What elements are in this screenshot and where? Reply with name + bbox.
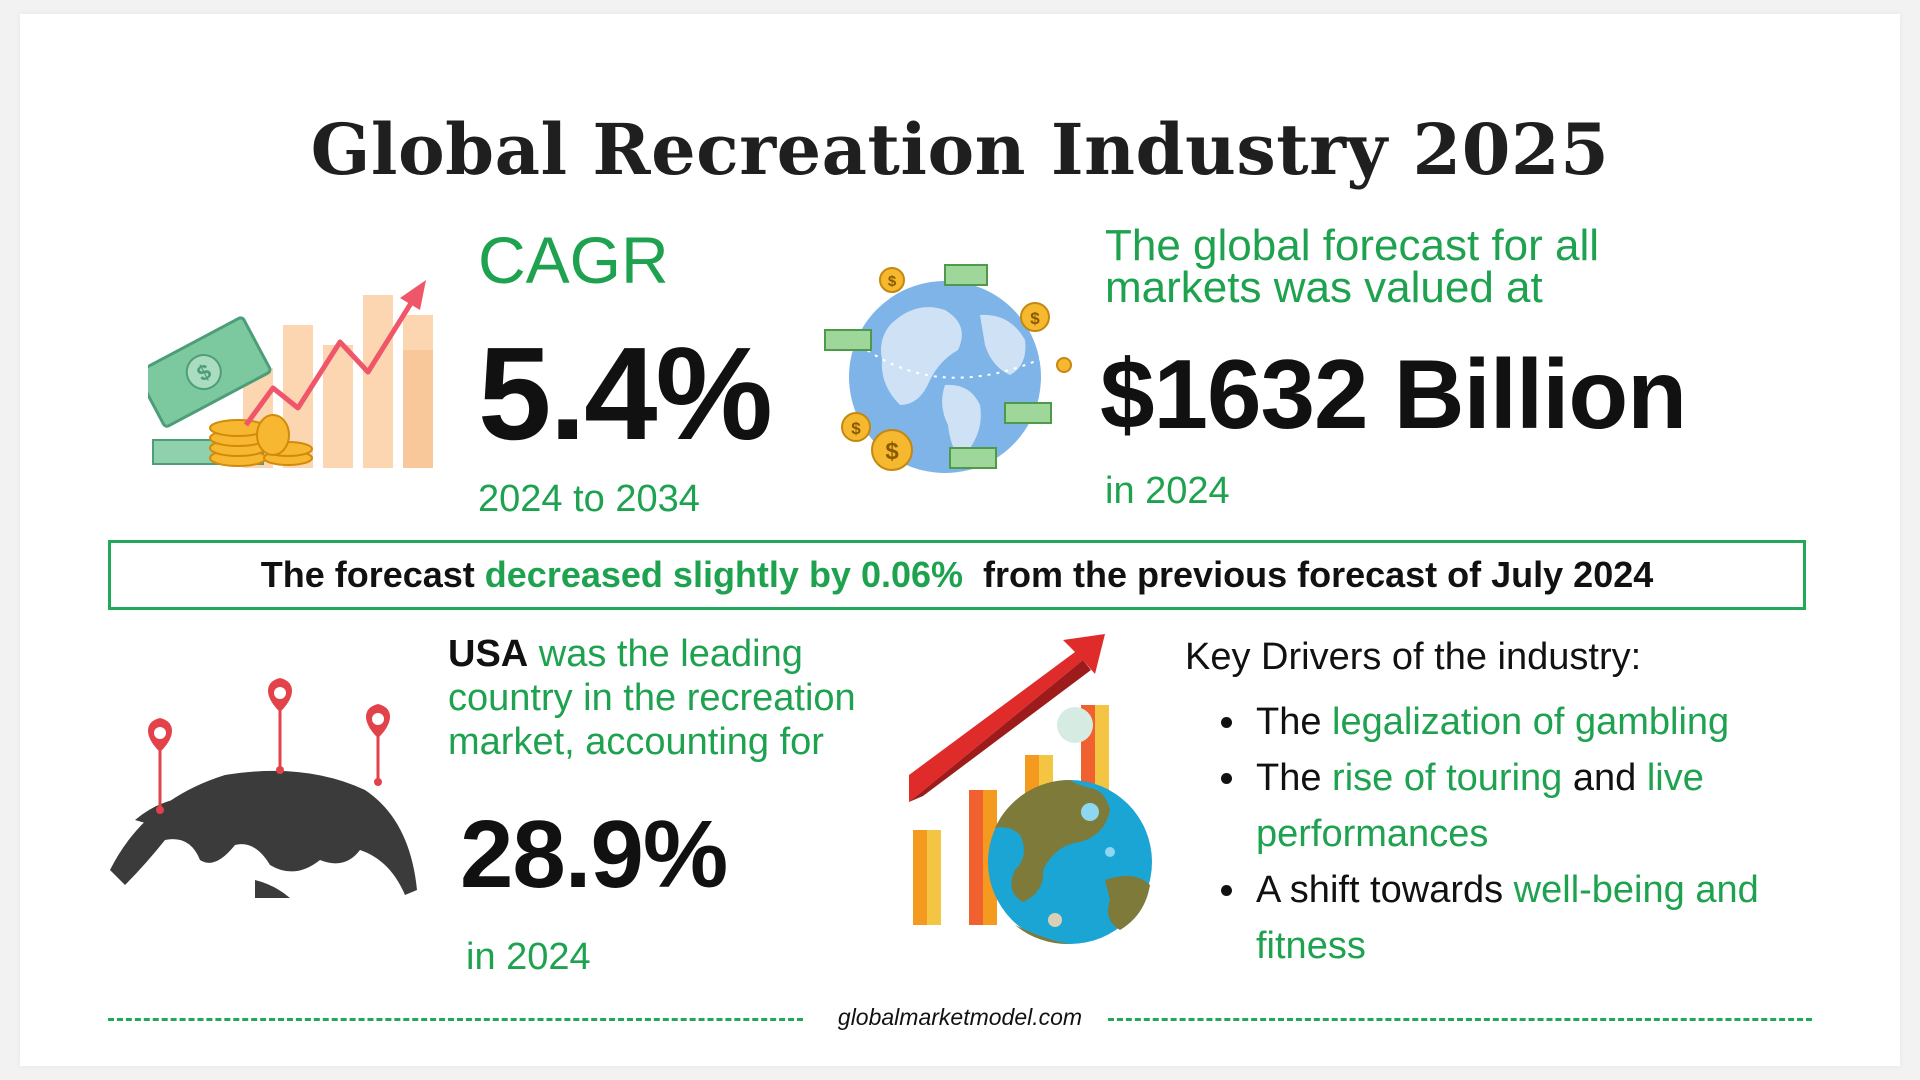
driver-highlight: well-being and fitness: [1256, 869, 1759, 967]
svg-text:$: $: [888, 273, 897, 290]
footer-divider-right: [1108, 1018, 1812, 1021]
driver-text: The: [1256, 757, 1333, 799]
svg-text:$: $: [851, 419, 861, 438]
driver-highlight: legalization of gambling: [1332, 701, 1730, 743]
driver-highlight: live performances: [1256, 757, 1704, 855]
usa-country: USA: [448, 633, 529, 675]
driver-item-gambling: The legalization of gambling: [1250, 694, 1850, 750]
forecast-year: in 2024: [1105, 470, 1230, 512]
page-title: Global Recreation Industry 2025: [310, 108, 1610, 191]
banner-text-end: from the previous forecast of July 2024: [963, 554, 1654, 595]
growth-chart-globe-icon: [909, 634, 1152, 945]
drivers-list: The legalization of gambling The rise of…: [1218, 694, 1850, 974]
usa-description: USA was the leading country in the recre…: [448, 632, 908, 764]
cagr-period: 2024 to 2034: [478, 478, 700, 520]
svg-text:$: $: [1030, 309, 1040, 328]
banner-text-start: The forecast: [260, 554, 485, 595]
driver-item-touring: The rise of touring and live performance…: [1250, 750, 1850, 862]
driver-text: A shift towards: [1256, 869, 1514, 911]
forecast-label: The global forecast for all markets was …: [1105, 221, 1600, 312]
usa-description-text: was the leading country in the recreatio…: [448, 633, 856, 763]
driver-text: The: [1256, 701, 1333, 743]
footer-divider-left: [108, 1018, 803, 1021]
driver-item-wellbeing: A shift towards well-being and fitness: [1250, 862, 1850, 974]
forecast-change-banner: The forecast decreased slightly by 0.06%…: [108, 540, 1806, 610]
driver-highlight: rise of touring: [1332, 757, 1563, 799]
banner-highlight: decreased slightly by 0.06%: [484, 554, 964, 595]
drivers-title: Key Drivers of the industry:: [1185, 636, 1642, 678]
world-map-pins-icon: [110, 678, 417, 898]
footer-website: globalmarketmodel.com: [837, 1004, 1083, 1030]
forecast-value: $1632 Billion: [1100, 339, 1687, 449]
cagr-value: 5.4%: [478, 320, 773, 467]
usa-year: in 2024: [466, 936, 591, 978]
driver-text: and: [1562, 757, 1647, 799]
globe-money-icon: $ $ $ $: [824, 264, 1072, 473]
cagr-label: CAGR: [478, 223, 669, 297]
money-growth-chart-icon: $: [148, 280, 433, 468]
svg-text:$: $: [885, 438, 899, 465]
usa-share-value: 28.9%: [460, 801, 728, 908]
